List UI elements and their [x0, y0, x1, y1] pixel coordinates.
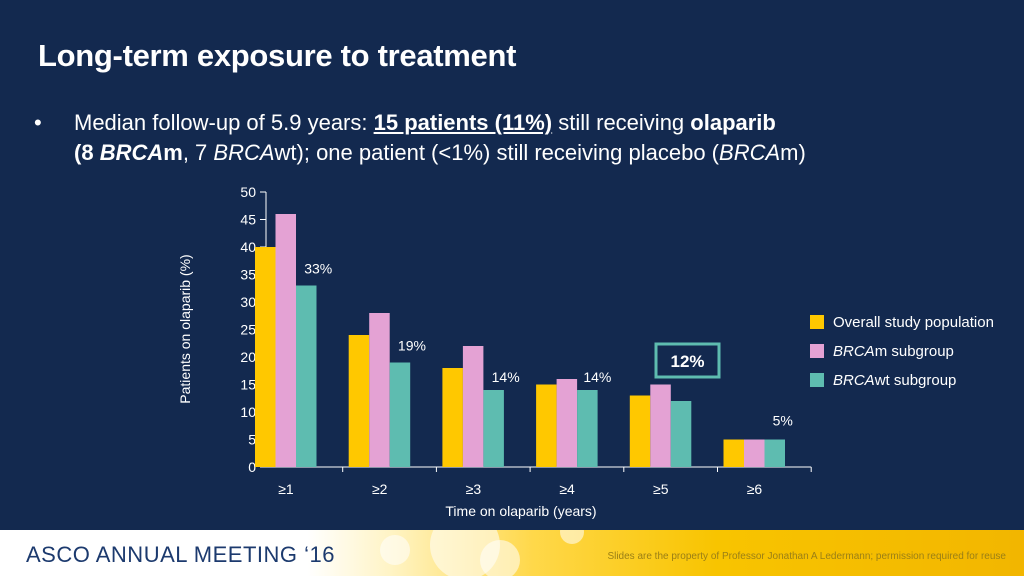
- bar-overall: [723, 439, 744, 467]
- bullet-text-bold: (: [74, 140, 82, 165]
- data-label: 33%: [304, 261, 332, 277]
- y-tick-label: 35: [240, 267, 256, 283]
- x-tick-label: ≥2: [372, 481, 388, 497]
- x-tick-label: ≥4: [559, 481, 575, 497]
- bar-brcam: [556, 379, 578, 467]
- legend-swatch: [810, 373, 824, 387]
- x-axis-title: Time on olaparib (years): [445, 503, 596, 519]
- bar-brcawt: [670, 401, 692, 467]
- bar-brcawt: [296, 285, 317, 467]
- bullet-text-bold: m: [163, 140, 183, 165]
- bullet-text: , 7: [182, 140, 214, 165]
- decorative-glow: [380, 535, 410, 565]
- data-label: 19%: [398, 338, 426, 354]
- bullet-text: wt); one patient (<1%) still receiving p…: [274, 140, 720, 165]
- bar-brcawt: [483, 390, 504, 467]
- bullet-text-bold-italic: BRCA: [99, 140, 164, 165]
- y-tick-label: 50: [240, 184, 256, 200]
- bullet-text: m): [780, 140, 806, 165]
- bar-brcam: [462, 346, 484, 467]
- y-tick-label: 30: [240, 294, 256, 310]
- y-tick-label: 25: [240, 322, 256, 338]
- x-tick-label: ≥1: [278, 481, 294, 497]
- decorative-glow: [560, 530, 584, 544]
- bullet-line-1: Median follow-up of 5.9 years: 15 patien…: [74, 108, 776, 138]
- bullet-text-bold: 8: [81, 140, 100, 165]
- legend-label-rest: m subgroup: [875, 343, 954, 360]
- meeting-name: ASCO ANNUAL MEETING ‘16: [26, 542, 335, 567]
- copyright-note: Slides are the property of Professor Jon…: [607, 551, 1006, 562]
- bar-brcam: [275, 214, 296, 467]
- slide-title: Long-term exposure to treatment: [38, 38, 517, 73]
- bullet-text-bold: olaparib: [690, 110, 776, 135]
- bar-brcam: [369, 313, 390, 467]
- legend-swatch: [810, 344, 824, 358]
- y-tick-label: 0: [248, 459, 256, 475]
- y-tick-label: 40: [240, 239, 256, 255]
- bullet-text: Median follow-up of 5.9 years:: [74, 110, 374, 135]
- legend-swatch: [810, 315, 824, 329]
- legend-label: BRCAm subgroup: [833, 343, 954, 360]
- y-tick-label: 45: [240, 212, 256, 228]
- data-label: 5%: [773, 413, 793, 429]
- legend-label-italic: BRCA: [833, 372, 875, 389]
- footer-banner: ASCO ANNUAL MEETING ‘16 Slides are the p…: [0, 530, 1024, 576]
- bar-chart: 0 5 10 15 20 25 30 35 40 45 50 ≥1 ≥2 ≥3 ≥4 ≥5 ≥6 33% 19% 14…: [177, 184, 994, 519]
- bar-overall: [629, 395, 651, 467]
- bullet-marker: •: [34, 110, 42, 135]
- data-label: 14%: [492, 369, 520, 385]
- bullet-line-2: (8 BRCAm, 7 BRCAwt); one patient (<1%) s…: [74, 138, 806, 168]
- bullet-text: still receiving: [552, 110, 691, 135]
- legend-label-rest: wt subgroup: [874, 372, 957, 389]
- y-tick-label: 5: [248, 432, 256, 448]
- bullet-text-italic: BRCA: [213, 140, 275, 165]
- y-tick-label: 20: [240, 349, 256, 365]
- bullet-text-italic: BRCA: [719, 140, 781, 165]
- legend-label: BRCAwt subgroup: [833, 372, 956, 389]
- y-tick-label: 15: [240, 377, 256, 393]
- bar-brcam: [744, 439, 765, 467]
- slide: Long-term exposure to treatment • Median…: [34, 38, 994, 519]
- bar-overall: [536, 384, 557, 467]
- bar-brcawt: [764, 439, 785, 467]
- legend-label-italic: BRCA: [833, 343, 875, 360]
- decorative-glow: [480, 540, 520, 576]
- data-label-highlight: 12%: [670, 352, 704, 371]
- bar-brcawt: [577, 390, 598, 467]
- data-label: 14%: [583, 369, 611, 385]
- y-tick-label: 10: [240, 404, 256, 420]
- bar-brcam: [650, 384, 671, 467]
- y-axis-title: Patients on olaparib (%): [177, 254, 193, 403]
- x-tick-label: ≥3: [466, 481, 482, 497]
- x-tick-label: ≥6: [747, 481, 763, 497]
- bar-overall: [442, 368, 463, 467]
- legend-label: Overall study population: [833, 314, 994, 331]
- highlight-box: [654, 342, 721, 379]
- bullet-text-emphasis: 15 patients (11%): [373, 110, 553, 135]
- bar-brcawt: [389, 362, 411, 467]
- x-tick-label: ≥5: [653, 481, 669, 497]
- bar-overall: [255, 247, 276, 467]
- bar-overall: [348, 335, 370, 467]
